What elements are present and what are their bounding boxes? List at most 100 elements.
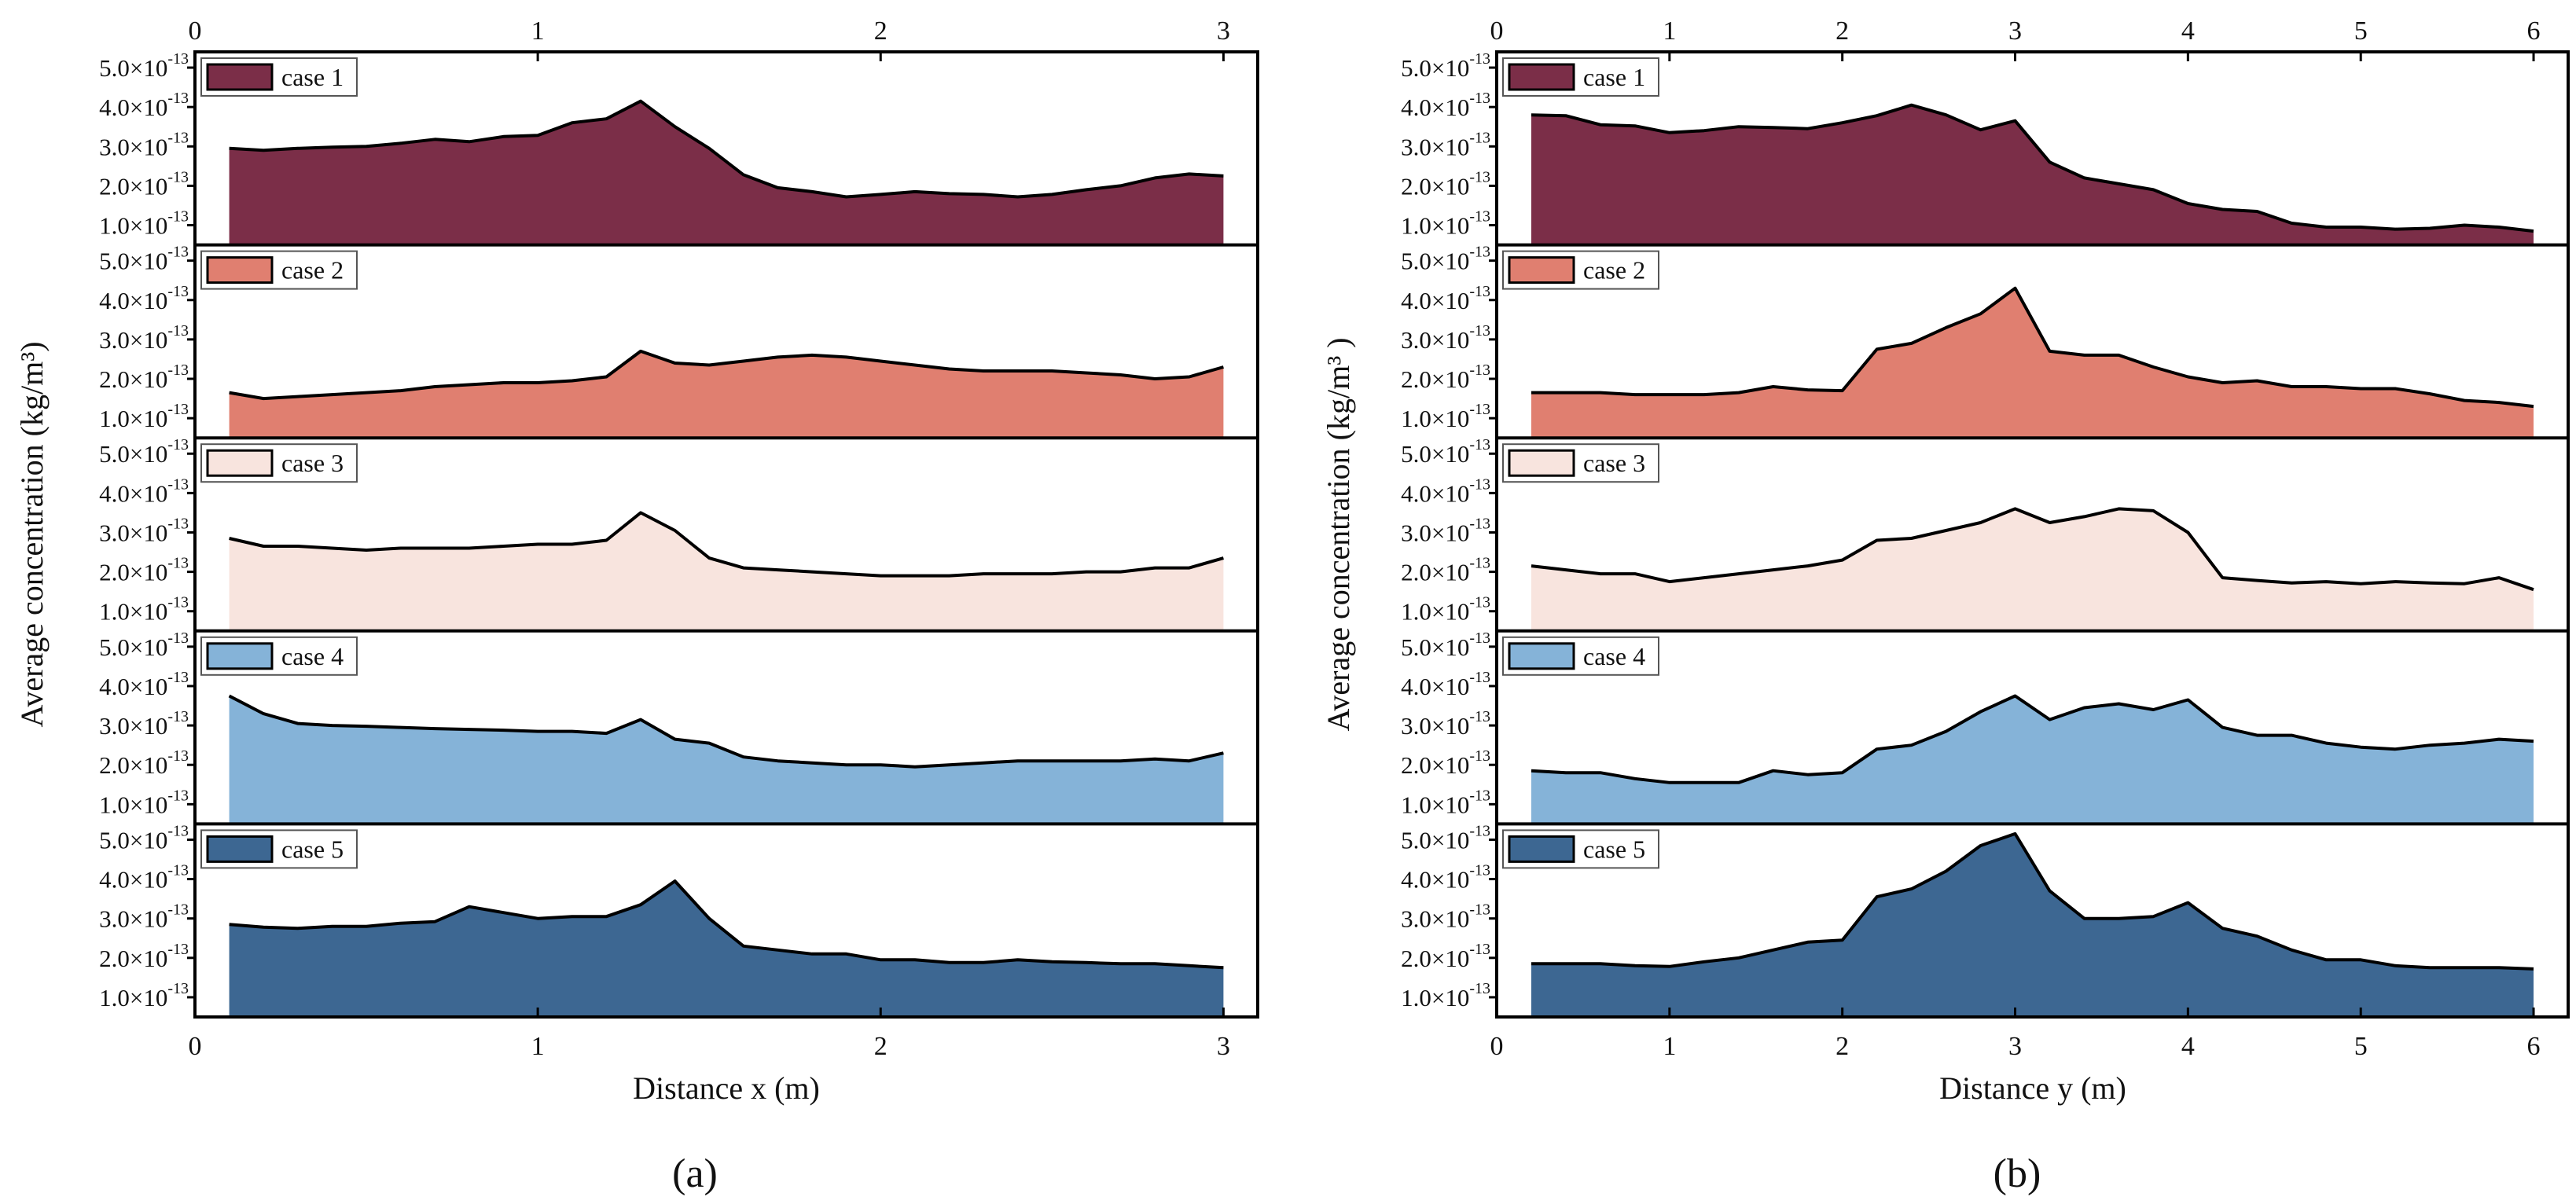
y-tick-label: 2.0×10-13: [99, 362, 189, 393]
y-tick-label: 3.0×10-13: [1401, 129, 1490, 160]
legend-swatch: [206, 835, 274, 863]
legend-swatch: [206, 63, 274, 91]
x-tick-label-top: 2: [1836, 17, 1849, 46]
y-tick-label: 1.0×10-13: [1401, 208, 1490, 240]
panel-a-y-ticks: 1.0×10-13 2.0×10-13 3.0×10-13 4.0×10-13 5.0×…: [99, 50, 195, 1011]
legend-case-4: case 4: [1502, 636, 1659, 676]
legend-case-3: case 3: [1502, 443, 1659, 483]
y-tick-label: 1.0×10-13: [1401, 980, 1490, 1011]
legend-label: case 4: [1583, 642, 1645, 670]
y-tick-label: 2.0×10-13: [99, 555, 189, 586]
panel-b-dividers: [1497, 243, 2568, 826]
y-tick-label: 5.0×10-13: [99, 630, 189, 661]
legend-case-3: case 3: [200, 443, 358, 483]
area-case-2: [1531, 288, 2534, 439]
y-tick-label: 1.0×10-13: [99, 401, 189, 432]
x-tick-label-top: 0: [189, 17, 202, 46]
line-case-2: [1531, 286, 2534, 409]
y-tick-label: 2.0×10-13: [1401, 555, 1490, 586]
y-tick-label: 5.0×10-13: [1401, 630, 1490, 661]
y-tick-label: 5.0×10-13: [99, 50, 189, 82]
x-tick-label-top: 5: [2354, 17, 2368, 46]
legend-label: case 2: [1583, 256, 1645, 284]
panel-b-frame: [1495, 50, 2570, 1019]
legend-label: case 3: [1583, 449, 1645, 477]
area-case-3: [1531, 508, 2534, 631]
area-case-5: [1531, 833, 2534, 1017]
legend-swatch: [1508, 256, 1575, 284]
x-tick-label: 1: [1663, 1032, 1676, 1061]
x-tick-label: 2: [874, 1032, 887, 1061]
y-tick-label: 1.0×10-13: [1401, 401, 1490, 432]
x-tick-label: 5: [2354, 1032, 2368, 1061]
legend-swatch: [206, 642, 274, 670]
line-case-1: [229, 99, 1224, 199]
y-tick-label: 4.0×10-13: [1401, 862, 1490, 894]
legend-label: case 3: [281, 449, 344, 477]
x-tick-label-top: 1: [1663, 17, 1676, 46]
y-tick-label: 4.0×10-13: [99, 475, 189, 507]
y-tick-label: 2.0×10-13: [1401, 168, 1490, 200]
y-tick-label: 4.0×10-13: [1401, 669, 1490, 700]
panel-a-areas: [228, 99, 1224, 1017]
area-case-3: [229, 512, 1224, 631]
y-tick-label: 3.0×10-13: [99, 129, 189, 160]
y-tick-label: 1.0×10-13: [1401, 594, 1490, 626]
y-tick-label: 3.0×10-13: [99, 901, 189, 933]
legend-swatch: [206, 256, 274, 284]
panel-b-legends: case 1 case 2 case 3 case 4 case 5: [1502, 57, 1659, 869]
line-case-5: [1531, 831, 2534, 971]
x-tick-label: 6: [2527, 1032, 2541, 1061]
y-tick-label: 4.0×10-13: [99, 669, 189, 700]
panel-b-label: (b): [1994, 1151, 2041, 1196]
y-tick-label: 3.0×10-13: [99, 515, 189, 546]
x-tick-label: 3: [2008, 1032, 2022, 1061]
y-tick-label: 5.0×10-13: [99, 244, 189, 275]
y-tick-label: 1.0×10-13: [99, 787, 189, 818]
area-case-2: [229, 351, 1224, 439]
legend-case-5: case 5: [1502, 829, 1659, 869]
panel-b-y-ticks: 1.0×10-13 2.0×10-13 3.0×10-13 4.0×10-13 5.0×…: [1401, 50, 1497, 1011]
panel-a-frame: [193, 50, 1259, 1019]
panel-b-x-title: Distance y (m): [1939, 1070, 2126, 1106]
y-tick-label: 2.0×10-13: [1401, 941, 1490, 972]
x-tick-label: 3: [1217, 1032, 1230, 1061]
y-tick-label: 2.0×10-13: [1401, 747, 1490, 779]
x-tick-label-top: 0: [1490, 17, 1504, 46]
y-tick-label: 4.0×10-13: [99, 862, 189, 894]
y-tick-label: 4.0×10-13: [99, 283, 189, 314]
x-tick-label: 1: [531, 1032, 545, 1061]
line-case-2: [229, 349, 1224, 401]
panel-b-areas: [1531, 103, 2534, 1017]
panel-a-legends: case 1 case 2 case 3 case 4 case 5: [200, 57, 358, 869]
line-case-4: [228, 694, 1224, 769]
y-tick-label: 3.0×10-13: [99, 708, 189, 740]
line-case-5: [229, 879, 1224, 970]
legend-label: case 4: [281, 642, 344, 670]
panel-a-label: (a): [672, 1151, 718, 1196]
y-tick-label: 2.0×10-13: [99, 168, 189, 200]
panel-b-y-title: Average concentration (kg/m³ ): [1321, 337, 1356, 731]
y-tick-label: 4.0×10-13: [1401, 475, 1490, 507]
y-tick-label: 4.0×10-13: [1401, 283, 1490, 314]
legend-case-2: case 2: [1502, 250, 1659, 290]
legend-case-5: case 5: [200, 829, 358, 869]
y-tick-label: 2.0×10-13: [99, 941, 189, 972]
y-tick-label: 4.0×10-13: [1401, 90, 1490, 121]
x-tick-label-top: 4: [2181, 17, 2195, 46]
y-tick-label: 4.0×10-13: [99, 90, 189, 121]
x-tick-label-top: 3: [1217, 17, 1230, 46]
legend-label: case 5: [1583, 835, 1645, 863]
y-tick-label: 5.0×10-13: [1401, 244, 1490, 275]
legend-label: case 5: [281, 835, 344, 863]
legend-label: case 1: [281, 63, 344, 91]
x-tick-label: 4: [2181, 1032, 2195, 1061]
panel-a-y-title: Average concentration (kg/m³): [14, 341, 50, 727]
y-tick-label: 5.0×10-13: [99, 436, 189, 468]
panel-a: 1.0×10-13 2.0×10-13 3.0×10-13 4.0×10-13 5.0×…: [14, 17, 1259, 1196]
area-case-1: [229, 101, 1224, 245]
x-tick-label-top: 2: [874, 17, 887, 46]
panel-a-x-title: Distance x (m): [633, 1070, 820, 1106]
y-tick-label: 1.0×10-13: [1401, 787, 1490, 818]
line-case-1: [1531, 103, 2534, 233]
